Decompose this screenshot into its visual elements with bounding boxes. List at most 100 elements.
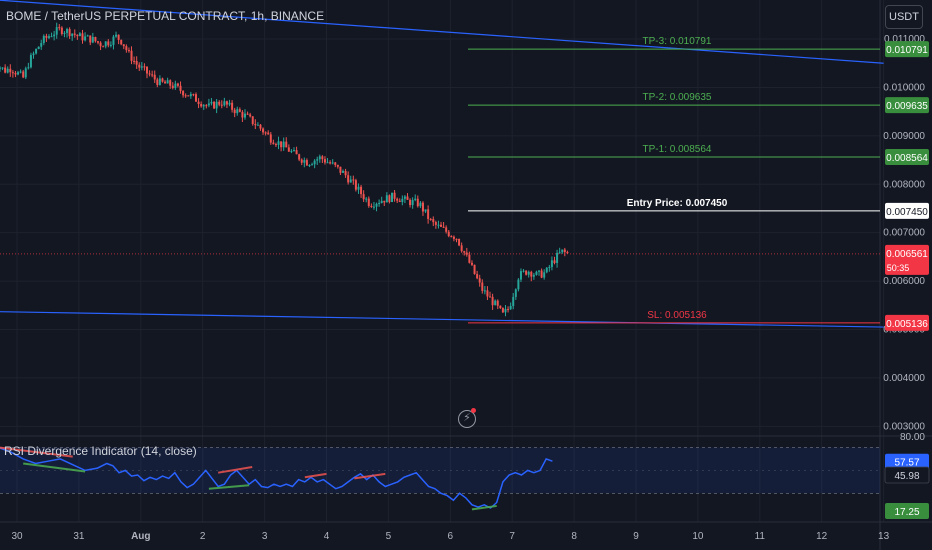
candle-body (109, 44, 112, 46)
candle-body (494, 300, 497, 306)
candle-body (249, 114, 252, 117)
candle-body (290, 150, 293, 152)
candle-body (280, 141, 283, 148)
candle-body (272, 142, 275, 145)
candle-body (91, 36, 94, 43)
indicator-title[interactable]: RSI Divergence Indicator (14, close) (4, 444, 197, 458)
candle-body (349, 179, 352, 183)
time-tick-label: 11 (755, 531, 766, 542)
candle-body (491, 296, 494, 306)
candle-body (140, 66, 143, 68)
candle-body (556, 252, 559, 263)
candle-body (182, 90, 185, 96)
candle-body (89, 35, 92, 43)
candle-body (19, 71, 22, 73)
time-tick-label: Aug (131, 531, 150, 542)
candle-body (362, 194, 365, 200)
candle-body (478, 278, 481, 283)
time-tick-label: 5 (386, 531, 392, 542)
candle-body (236, 109, 239, 114)
candle-body (532, 274, 535, 277)
candle-body (176, 83, 179, 86)
candle-body (481, 282, 484, 291)
price-badge-tp-2 (885, 97, 929, 114)
candle-body (120, 39, 123, 45)
candle-body (525, 270, 528, 275)
notification-dot (471, 408, 476, 413)
candle-body (455, 238, 458, 240)
candle-body (68, 29, 71, 37)
time-tick-label: 4 (324, 531, 330, 542)
candle-body (411, 200, 414, 206)
candle-body (339, 166, 342, 173)
candle-body (517, 279, 520, 290)
candle-body (251, 116, 254, 124)
candle-body (55, 27, 58, 35)
candle-body (218, 101, 221, 105)
candle-body (465, 252, 468, 255)
candle-body (445, 227, 448, 232)
candle-body (47, 36, 50, 38)
lightning-icon[interactable]: ⚡ (458, 410, 476, 428)
candle-body (318, 156, 321, 160)
candle-body (259, 124, 262, 129)
time-tick-label: 12 (816, 531, 828, 542)
candle-body (323, 159, 326, 163)
candle-body (403, 196, 406, 199)
time-tick-label: 10 (692, 531, 704, 542)
time-tick-label: 8 (571, 531, 577, 542)
candle-body (421, 202, 424, 212)
candle-body (385, 195, 388, 203)
candle-body (210, 101, 213, 104)
currency-button[interactable]: USDT (885, 5, 923, 29)
candle-body (135, 60, 138, 65)
candle-body (398, 200, 401, 202)
price-tick-label: 0.004000 (883, 373, 925, 384)
trend-line (0, 0, 884, 64)
candle-body (287, 147, 290, 152)
rsi-low-badge (885, 502, 929, 519)
candle-body (11, 72, 14, 74)
candle-body (241, 111, 244, 118)
candle-body (535, 271, 538, 275)
candle-body (416, 198, 419, 207)
candle-body (104, 41, 107, 47)
candle-body (262, 128, 265, 133)
candle-body (213, 101, 216, 109)
candle-body (360, 186, 363, 195)
candle-body (519, 271, 522, 280)
candle-body (184, 95, 187, 97)
candle-body (501, 307, 504, 313)
candle-body (169, 80, 172, 86)
rsi-mid-text: 45.98 (894, 471, 919, 482)
candle-body (40, 43, 43, 47)
candle-body (42, 35, 45, 44)
time-tick-label: 31 (73, 531, 85, 542)
candle-body (192, 94, 195, 96)
rsi-line (0, 447, 553, 509)
candle-body (450, 236, 453, 238)
candle-body (256, 124, 259, 126)
candle-body (197, 101, 200, 105)
trend-line (0, 311, 884, 328)
candle-body (189, 94, 192, 97)
candle-body (66, 29, 69, 33)
candle-body (458, 238, 461, 246)
level-label-tp-3: TP-3: 0.010791 (643, 36, 712, 47)
candle-body (504, 308, 507, 313)
candle-body (179, 85, 182, 91)
candle-body (396, 198, 399, 201)
candle-body (14, 73, 17, 75)
candle-body (205, 105, 208, 107)
candle-body (102, 46, 105, 48)
time-tick-label: 9 (633, 531, 639, 542)
candle-body (243, 113, 246, 118)
candle-body (550, 260, 553, 267)
candle-body (316, 159, 319, 161)
price-badge-text-sl: 0.005136 (886, 319, 928, 330)
candle-body (561, 249, 564, 253)
candle-body (378, 202, 381, 204)
candle-body (347, 175, 350, 183)
